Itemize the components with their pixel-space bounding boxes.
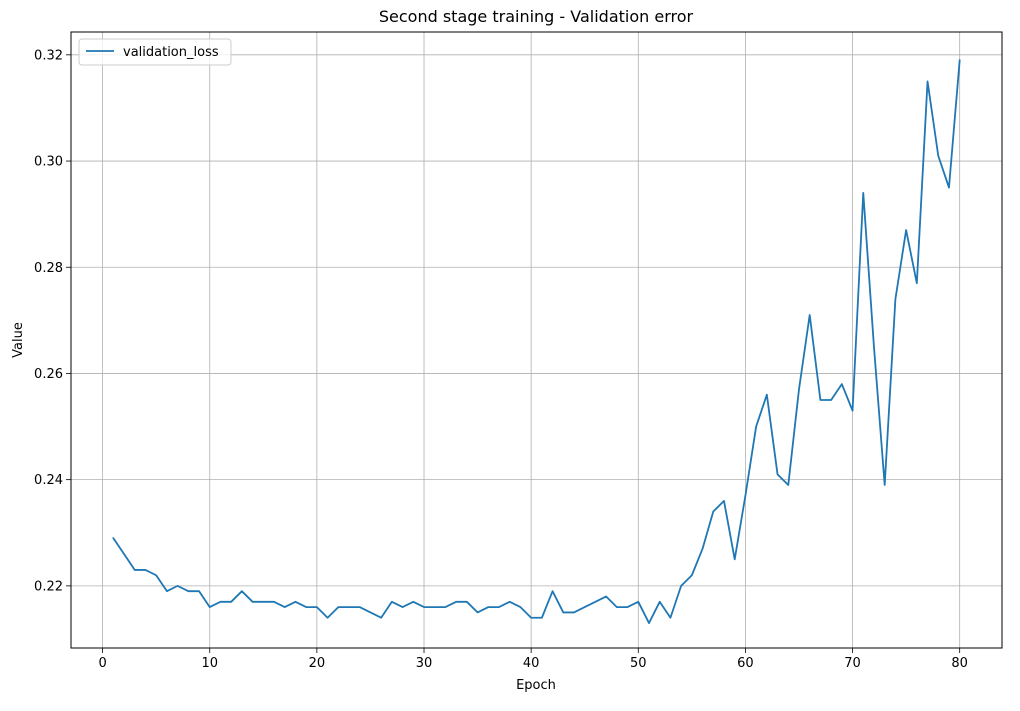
y-axis-ticks: 0.22 0.24 0.26 0.28 0.30 0.32 (34, 48, 71, 594)
x-tick-label: 60 (737, 656, 754, 671)
y-tick-label: 0.24 (34, 473, 63, 488)
y-tick-label: 0.28 (34, 261, 63, 276)
x-tick-label: 0 (98, 656, 106, 671)
legend: validation_loss (78, 38, 232, 66)
y-tick-label: 0.32 (34, 48, 63, 63)
legend-label: validation_loss (123, 45, 219, 60)
x-axis-label: Epoch (516, 678, 556, 693)
y-tick-label: 0.26 (34, 367, 63, 382)
y-axis-label: Value (11, 322, 26, 358)
x-tick-label: 30 (416, 656, 433, 671)
grid-lines (71, 32, 1002, 648)
x-tick-label: 80 (951, 656, 968, 671)
series-layer (112, 59, 961, 624)
y-tick-label: 0.30 (34, 155, 63, 170)
x-tick-label: 40 (523, 656, 540, 671)
series-line-validation-loss (112, 59, 961, 624)
plot-frame (70, 31, 1003, 649)
y-tick-label: 0.22 (34, 579, 63, 594)
chart-title: Second stage training - Validation error (379, 7, 694, 26)
legend-box (78, 38, 232, 66)
x-tick-label: 50 (630, 656, 647, 671)
x-tick-label: 20 (309, 656, 326, 671)
x-tick-label: 70 (844, 656, 861, 671)
x-tick-label: 10 (201, 656, 218, 671)
x-axis-ticks: 0 10 20 30 40 50 60 70 80 (98, 648, 968, 671)
